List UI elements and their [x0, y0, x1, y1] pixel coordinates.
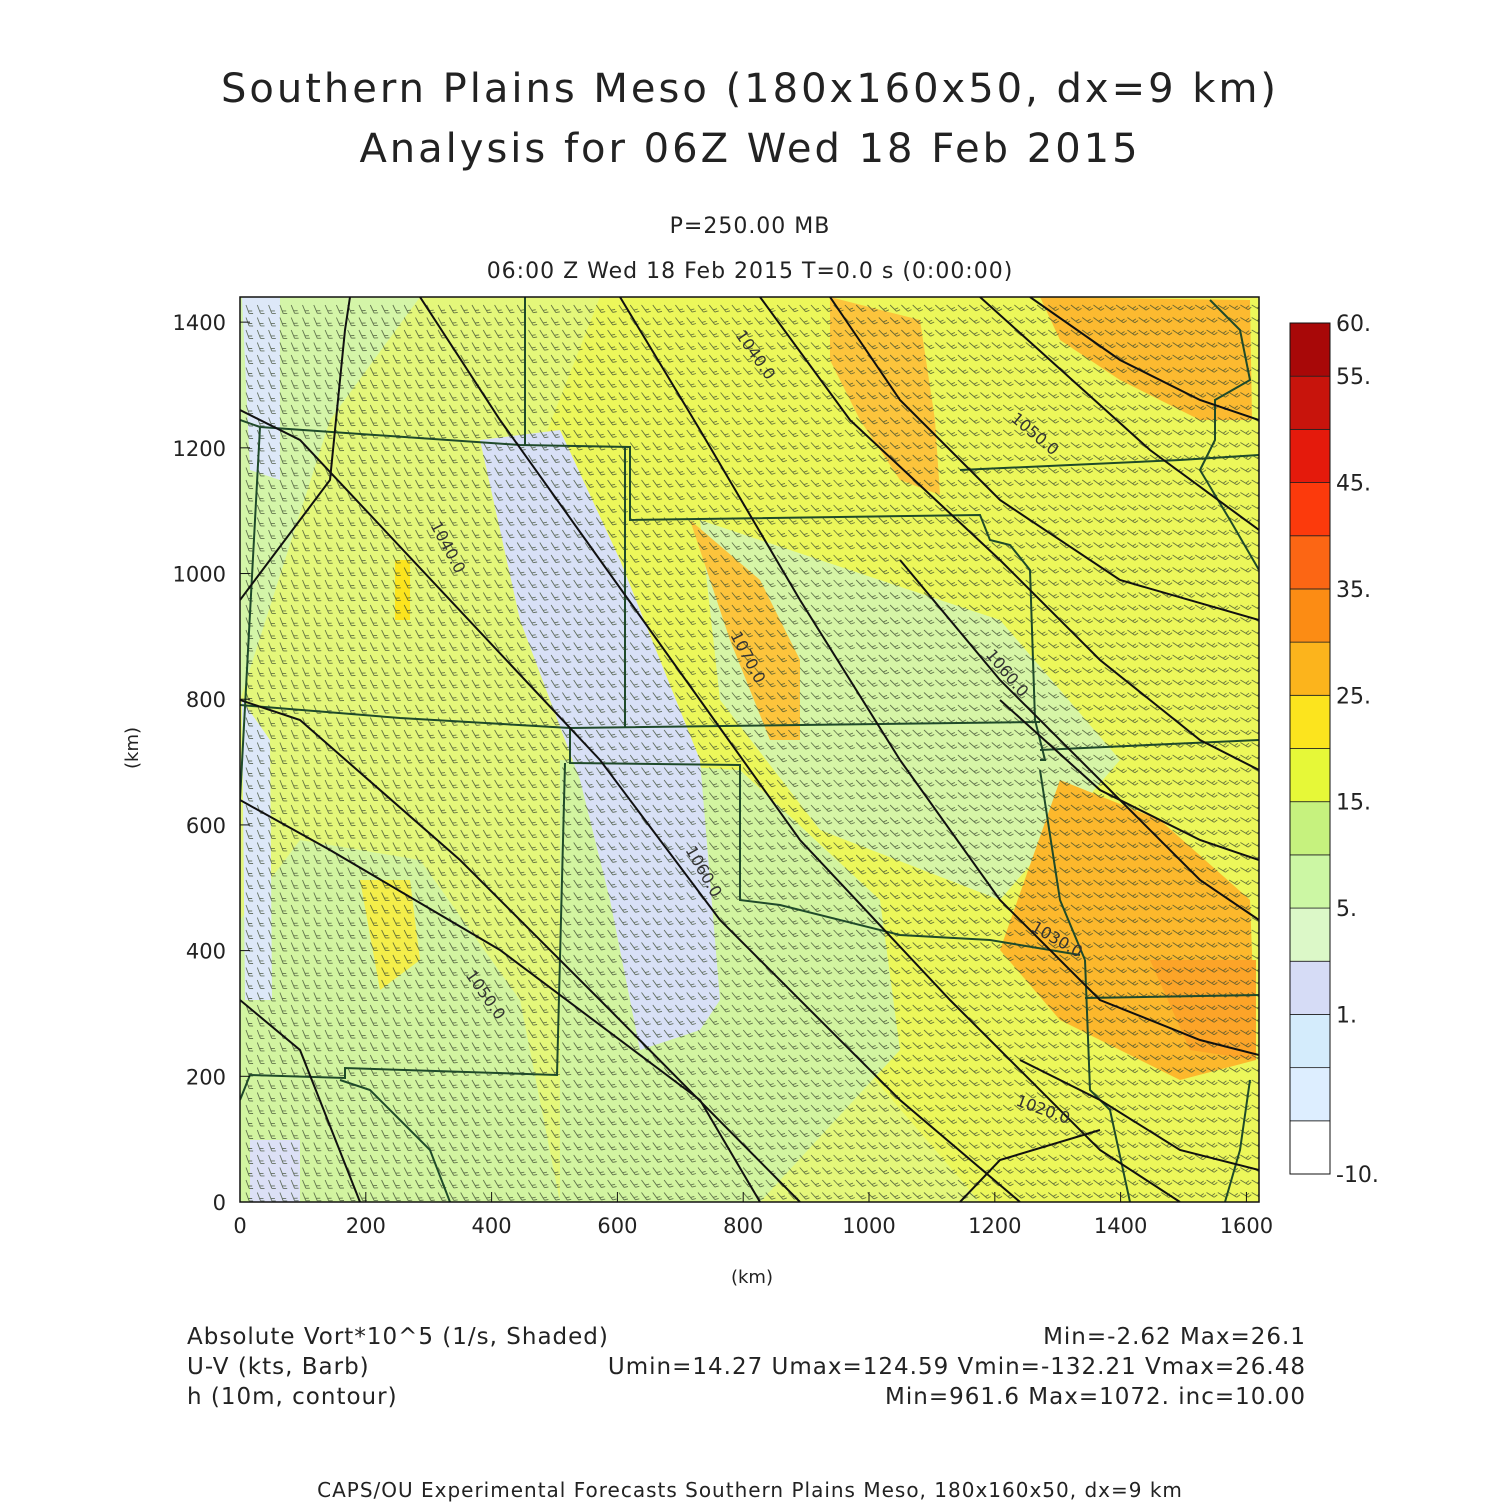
color-bar-segment	[1289, 854, 1331, 909]
x-tick-label: 0	[233, 1214, 246, 1238]
color-bar-label: 5.	[1336, 897, 1357, 922]
y-axis-label: (km)	[122, 727, 143, 769]
color-bar-segment	[1289, 428, 1331, 483]
legend-vorticity: Absolute Vort*10^5 (1/s, Shaded)	[187, 1324, 609, 1350]
y-tick-label: 400	[186, 940, 226, 964]
state-borders	[240, 297, 1259, 1202]
footer-credit: CAPS/OU Experimental Forecasts Southern …	[317, 1478, 1183, 1502]
y-axis: 0 200 400 600 800 1000 1200 1400	[173, 311, 250, 1215]
x-tick-label: 800	[723, 1214, 763, 1238]
plot-frame	[239, 296, 1260, 1203]
color-bar-segment	[1289, 1120, 1331, 1175]
color-bar-label: 55.	[1336, 365, 1371, 390]
color-bar-label: 60.	[1336, 312, 1371, 337]
x-tick-label: 1000	[842, 1214, 895, 1238]
x-axis: 0 200 400 600 800 1000 1200 1400 1600	[233, 1192, 1273, 1238]
color-bar-label: 15.	[1336, 791, 1371, 816]
wind-barb-field	[245, 304, 1259, 1202]
y-tick-label: 600	[186, 814, 226, 838]
x-tick-label: 1400	[1094, 1214, 1147, 1238]
x-tick-label: 200	[346, 1214, 386, 1238]
color-bar-segment	[1289, 641, 1331, 696]
x-tick-label: 400	[472, 1214, 512, 1238]
color-bar-label: 45.	[1336, 472, 1371, 497]
color-bar-segment	[1289, 322, 1331, 377]
color-bar-segment	[1289, 1014, 1331, 1069]
legend-wind-stats: Umin=14.27 Umax=124.59 Vmin=-132.21 Vmax…	[607, 1354, 1306, 1380]
color-bar-segment	[1289, 535, 1331, 590]
y-tick-label: 200	[186, 1065, 226, 1089]
shaded-field	[240, 297, 1259, 1202]
title-line-2: Analysis for 06Z Wed 18 Feb 2015	[359, 126, 1141, 172]
x-tick-label: 600	[597, 1214, 637, 1238]
y-tick-label: 1200	[173, 437, 226, 461]
y-tick-label: 1000	[173, 563, 226, 587]
y-tick-label: 800	[186, 688, 226, 712]
color-bar-segment	[1289, 907, 1331, 962]
height-contours	[240, 297, 1259, 1202]
color-bar-segment	[1289, 748, 1331, 803]
color-bar-segment	[1289, 375, 1331, 430]
color-bar-segment	[1289, 588, 1331, 643]
color-bar-segment	[1289, 694, 1331, 749]
color-bar-label: 1.	[1336, 1003, 1357, 1028]
title-line-1: Southern Plains Meso (180x160x50, dx=9 k…	[220, 66, 1280, 112]
legend-wind: U-V (kts, Barb)	[187, 1354, 370, 1380]
legend-height: h (10m, contour)	[187, 1384, 398, 1410]
wind-barbs	[245, 304, 1259, 1202]
color-bar-frame	[1289, 322, 1331, 1175]
x-tick-label: 1600	[1220, 1214, 1273, 1238]
color-bar-labels: 60. 55. 45. 35. 25. 15. 5. 1. -10.	[1336, 312, 1379, 1188]
legend-vorticity-stats: Min=-2.62 Max=26.1	[1043, 1324, 1306, 1350]
color-bar-label: -10.	[1336, 1163, 1379, 1188]
color-bar-segment	[1289, 482, 1331, 537]
color-bar-segment	[1289, 801, 1331, 856]
color-bar-segment	[1289, 1067, 1331, 1122]
level-label: P=250.00 MB	[669, 214, 831, 239]
x-axis-label: (km)	[731, 1267, 773, 1288]
x-tick-label: 1200	[968, 1214, 1021, 1238]
color-bar-label: 25.	[1336, 684, 1371, 709]
y-tick-label: 1400	[173, 311, 226, 335]
y-tick-label: 0	[213, 1191, 226, 1215]
color-bar	[1289, 322, 1331, 1175]
legend-height-stats: Min=961.6 Max=1072. inc=10.00	[885, 1384, 1306, 1410]
color-bar-label: 35.	[1336, 578, 1371, 603]
time-label: 06:00 Z Wed 18 Feb 2015 T=0.0 s (0:00:00…	[486, 259, 1014, 284]
color-bar-segment	[1289, 960, 1331, 1015]
